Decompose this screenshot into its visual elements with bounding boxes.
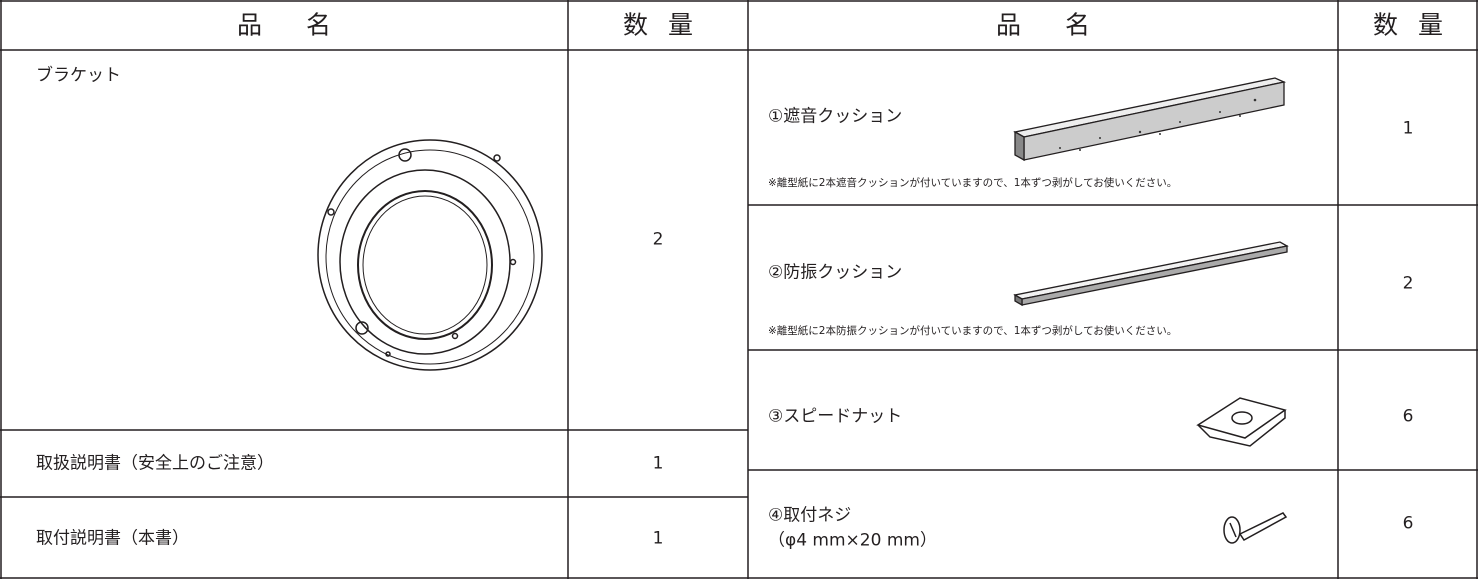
item-name: ブラケット [36,65,121,86]
sound-cushion-illustration [1013,77,1287,162]
item-name: 取付説明書（本書） [36,528,189,549]
item-quantity: 2 [652,229,664,250]
item-spec: （φ4 mm×20 mm） [768,530,937,551]
item-quantity: 6 [1402,513,1414,534]
speed-nut-illustration [1196,397,1287,447]
item-quantity: 2 [1402,273,1414,294]
screw-illustration [1223,512,1288,544]
item-quantity: 1 [652,453,664,474]
header-quantity: 数量 [622,10,714,40]
item-name: ②防振クッション [768,262,903,283]
header-name: 品名 [236,10,376,40]
header-quantity: 数量 [1372,10,1464,40]
bracket-illustration [317,139,543,371]
item-quantity: 1 [652,528,664,549]
item-note: ※離型紙に2本遮音クッションが付いていますので、1本ずつ剥がしてお使いください。 [768,176,1178,189]
item-name: ①遮音クッション [768,106,903,127]
item-name: 取扱説明書（安全上のご注意） [36,453,274,474]
item-name: ③スピードナット [768,406,903,427]
vibration-cushion-illustration [1013,241,1289,307]
header-name: 品名 [995,10,1135,40]
item-quantity: 1 [1402,118,1414,139]
item-name: ④取付ネジ [768,505,852,526]
item-quantity: 6 [1402,406,1414,427]
item-note: ※離型紙に2本防振クッションが付いていますので、1本ずつ剥がしてお使いください。 [768,324,1178,337]
